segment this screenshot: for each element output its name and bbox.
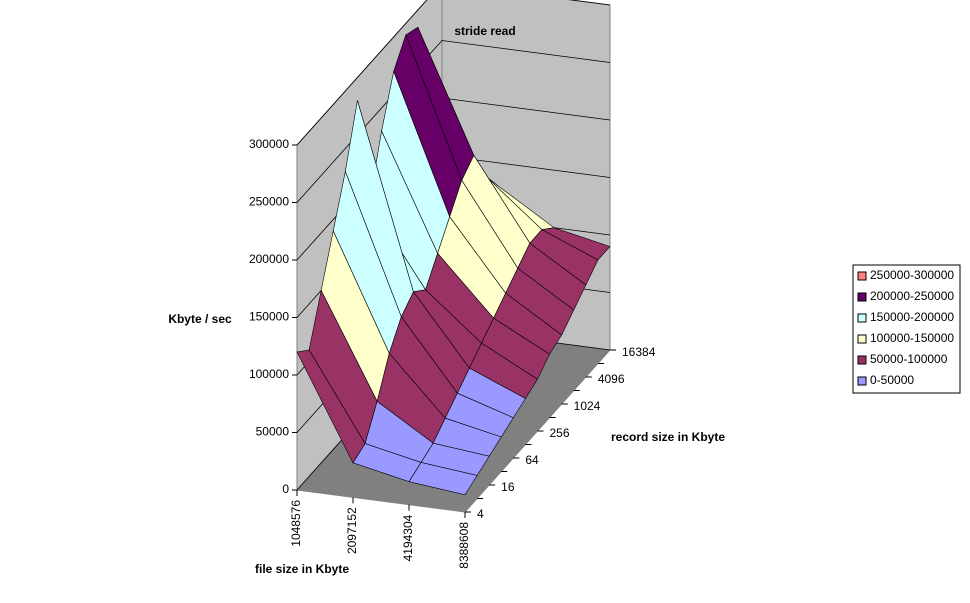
- z-tick-label: 300000: [249, 137, 289, 151]
- legend-label: 200000-250000: [870, 289, 954, 303]
- z-tick-label: 250000: [249, 195, 289, 209]
- chart-title: stride read: [454, 24, 515, 38]
- x-tick-label: 1048576: [289, 500, 303, 547]
- x-tick-label: 8388608: [457, 522, 471, 569]
- legend-swatch: [857, 313, 867, 323]
- legend-box: [852, 264, 961, 394]
- grid-line: [296, 40, 611, 203]
- grid-line: [296, 0, 611, 146]
- x-tick-label: 2097152: [345, 507, 359, 554]
- y-tick-label: 1024: [574, 399, 601, 413]
- legend-swatch: [857, 355, 867, 365]
- y-axis-label: record size in Kbyte: [611, 430, 725, 444]
- x-axis-label: file size in Kbyte: [255, 562, 349, 576]
- legend-label: 250000-300000: [870, 268, 954, 282]
- surface: [296, 26, 611, 496]
- z-tick-label: 0: [282, 482, 289, 496]
- z-tick-label: 200000: [249, 252, 289, 266]
- legend-swatch: [857, 334, 867, 344]
- z-tick-label: 50000: [256, 425, 290, 439]
- legend-label: 50000-100000: [870, 352, 948, 366]
- legend-label: 100000-150000: [870, 331, 954, 345]
- legend-swatch: [857, 376, 867, 386]
- y-tick-label: 64: [525, 453, 539, 467]
- z-tick-label: 150000: [249, 310, 289, 324]
- z-axis-label: Kbyte / sec: [168, 312, 232, 326]
- y-tick-label: 256: [550, 426, 570, 440]
- z-tick-label: 100000: [249, 367, 289, 381]
- legend-swatch: [857, 271, 867, 281]
- legend-label: 150000-200000: [870, 310, 954, 324]
- x-tick-label: 4194304: [401, 514, 415, 561]
- y-tick-label: 4096: [598, 372, 625, 386]
- surface-cell: [408, 462, 478, 496]
- y-tick-label: 16: [501, 480, 515, 494]
- legend-label: 0-50000: [870, 373, 914, 387]
- y-tick-label: 16384: [622, 345, 656, 359]
- legend-swatch: [857, 292, 867, 302]
- y-tick-label: 4: [477, 507, 484, 521]
